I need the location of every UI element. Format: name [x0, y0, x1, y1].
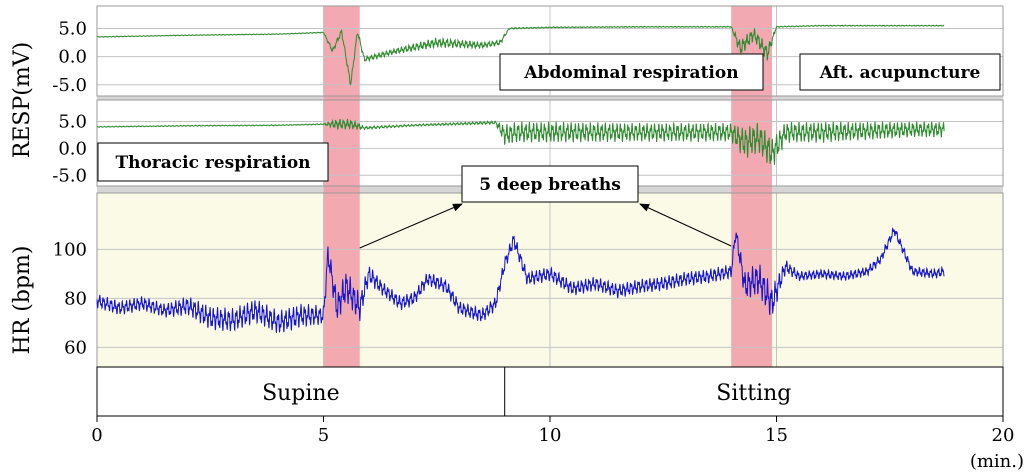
annotation-layer: Abdominal respiration Aft. acupuncture Tho…	[97, 53, 1001, 249]
abdominal-ytick-label-0: -5.0	[52, 75, 87, 96]
thoracic-ytick-label-1: 0.0	[58, 138, 87, 159]
thoracic-series-line-1	[96, 118, 945, 165]
hr-series-line-1	[96, 227, 945, 333]
abdominal-ytick-label-2: 5.0	[58, 19, 87, 40]
abdominal-series-line-1	[96, 24, 945, 86]
x-tick-label-3: 15	[765, 425, 788, 446]
thoracic-respiration-annotation-box	[97, 142, 329, 182]
abdominal-respiration-annotation-label: Abdominal respiration	[523, 63, 738, 83]
series-layer	[96, 24, 945, 333]
x-tick-label-2: 10	[539, 425, 562, 446]
thoracic-ytick-label-2: 5.0	[58, 112, 87, 133]
resp-y-axis-label: RESP(mV)	[10, 42, 35, 158]
abdominal-ytick-label-1: 0.0	[58, 47, 87, 68]
hr-ytick-label-2: 100	[53, 239, 87, 260]
deep-breaths-annotation-label: 5 deep breaths	[479, 175, 621, 195]
deep-breaths-arrow-left	[359, 203, 463, 249]
thoracic-ytick-label-0: -5.0	[52, 165, 87, 186]
after-acupuncture-annotation-label: Aft. acupuncture	[819, 63, 981, 83]
thoracic-respiration-annotation-label: Thoracic respiration	[115, 153, 310, 173]
x-tick-label-0: 0	[91, 425, 102, 446]
deep-breaths-annotation-box	[461, 165, 639, 203]
after-acupuncture-annotation-box	[799, 53, 1001, 91]
x-axis-label: (min.)	[970, 451, 1024, 472]
x-tick-label-4: 20	[992, 425, 1015, 446]
x-tick-label-1: 5	[318, 425, 329, 446]
posture-label-sitting: Sitting	[716, 381, 791, 406]
posture-label-supine: Supine	[262, 381, 340, 406]
abdominal-respiration-annotation-box	[499, 53, 764, 91]
hr-ytick-label-1: 80	[64, 288, 87, 309]
hr-y-axis-label: HR (bpm)	[10, 246, 35, 355]
panel-frame-abdominal	[96, 5, 1004, 97]
hr-ytick-label-0: 60	[64, 337, 87, 358]
deep-breaths-arrow-right	[639, 203, 732, 247]
posture-bar	[96, 366, 1004, 417]
panel-separator	[97, 96, 1003, 100]
